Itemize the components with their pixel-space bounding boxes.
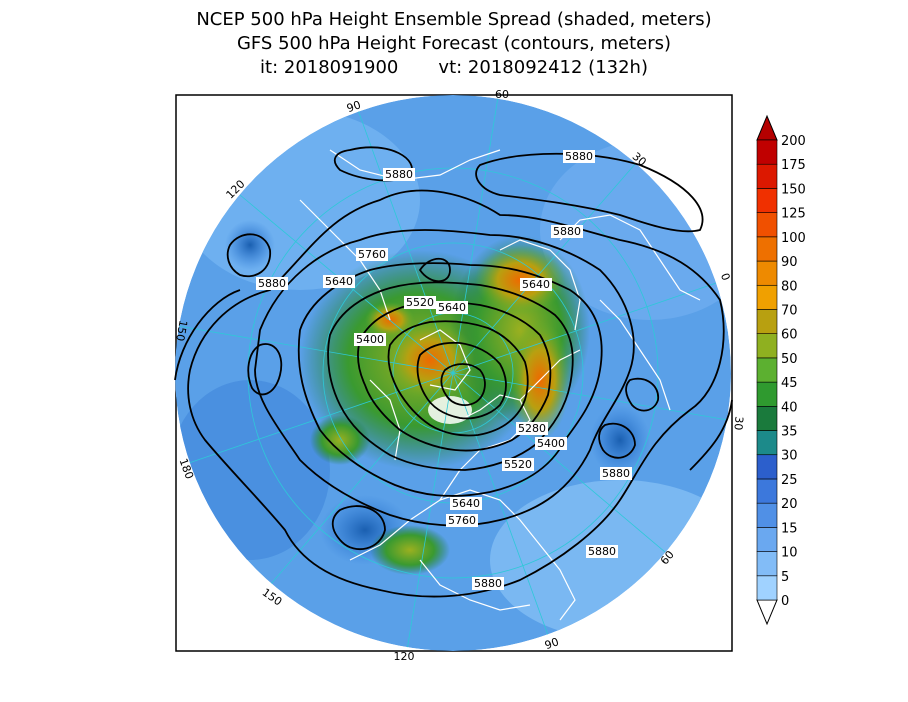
svg-text:5760: 5760 xyxy=(358,248,386,261)
colorbar-swatch xyxy=(756,260,778,286)
svg-text:5640: 5640 xyxy=(452,497,480,510)
contour-label: 5640 xyxy=(520,278,552,291)
lon-label: 90 xyxy=(543,635,561,652)
colorbar-level-label: 15 xyxy=(781,521,798,536)
colorbar-level-label: 45 xyxy=(781,376,798,391)
title-line-1: NCEP 500 hPa Height Ensemble Spread (sha… xyxy=(196,9,712,30)
svg-text:5880: 5880 xyxy=(588,545,616,558)
contour-label: 5640 xyxy=(450,497,482,510)
colorbar-level-label: 100 xyxy=(781,231,806,246)
colorbar-level-label: 175 xyxy=(781,158,806,173)
coastlines xyxy=(299,149,701,621)
lon-label: 30 xyxy=(731,416,745,431)
height-contours xyxy=(174,146,733,598)
svg-text:5880: 5880 xyxy=(258,277,286,290)
lon-label: 90 xyxy=(345,98,363,115)
colorbar-swatch xyxy=(756,454,778,480)
svg-text:5400: 5400 xyxy=(356,333,384,346)
lon-label: 150 xyxy=(173,319,189,342)
svg-text:5880: 5880 xyxy=(602,467,630,480)
contour-label: 5880 xyxy=(551,225,583,238)
colorbar-swatch xyxy=(756,430,778,456)
svg-text:5880: 5880 xyxy=(385,168,413,181)
colorbar-swatch xyxy=(756,575,778,601)
colorbar-swatch xyxy=(756,188,778,213)
contour-label: 5280 xyxy=(516,422,548,435)
colorbar-swatch xyxy=(756,357,778,383)
colorbar-level-label: 200 xyxy=(781,134,806,149)
colorbar-under-arrow xyxy=(756,599,778,626)
colorbar-swatch xyxy=(756,212,778,238)
svg-text:5880: 5880 xyxy=(553,225,581,238)
colorbar-over-arrow xyxy=(756,114,778,141)
colorbar-level-label: 125 xyxy=(781,207,806,222)
svg-text:5880: 5880 xyxy=(474,577,502,590)
svg-text:5640: 5640 xyxy=(325,275,353,288)
contour-label: 5880 xyxy=(256,277,288,290)
colorbar-level-label: 35 xyxy=(781,425,798,440)
colorbar-level-label: 25 xyxy=(781,473,798,488)
colorbar-swatch xyxy=(756,284,778,310)
contour-label: 5880 xyxy=(600,467,632,480)
title-line-3: it: 2018091900 vt: 2018092412 (132h) xyxy=(260,57,648,78)
colorbar-level-label: 20 xyxy=(781,497,798,512)
colorbar-level-label: 50 xyxy=(781,352,798,367)
svg-text:5520: 5520 xyxy=(504,458,532,471)
colorbar-level-label: 70 xyxy=(781,303,798,318)
contour-label: 5880 xyxy=(472,577,504,590)
colorbar-level-label: 150 xyxy=(781,182,806,197)
lon-label: 60 xyxy=(495,88,509,101)
colorbar-swatch xyxy=(756,502,778,528)
svg-text:5640: 5640 xyxy=(438,301,466,314)
svg-text:5880: 5880 xyxy=(565,150,593,163)
colorbar-swatch xyxy=(756,139,778,165)
colorbar-swatch xyxy=(756,163,778,189)
contour-label: 5400 xyxy=(535,437,567,450)
contour-label: 5400 xyxy=(354,333,386,346)
contour-labels: 5880 5880 5880 5880 5880 5880 5880 5760 … xyxy=(256,150,632,590)
colorbar-swatch xyxy=(756,236,778,262)
svg-text:5280: 5280 xyxy=(518,422,546,435)
colorbar-swatch xyxy=(756,333,778,359)
contour-label: 5640 xyxy=(436,301,468,314)
title-block: NCEP 500 hPa Height Ensemble Spread (sha… xyxy=(0,8,908,80)
colorbar-swatch xyxy=(756,406,778,431)
contour-label: 5640 xyxy=(323,275,355,288)
contour-label: 5880 xyxy=(563,150,595,163)
colorbar-swatch xyxy=(756,551,778,577)
contour-label: 5880 xyxy=(586,545,618,558)
colorbar-swatch xyxy=(756,478,778,504)
svg-text:5760: 5760 xyxy=(448,514,476,527)
svg-text:5400: 5400 xyxy=(537,437,565,450)
contour-label: 5520 xyxy=(404,296,436,309)
contour-label: 5880 xyxy=(383,168,415,181)
lon-label: 0 xyxy=(718,271,733,282)
svg-text:5520: 5520 xyxy=(406,296,434,309)
title-line-2: GFS 500 hPa Height Forecast (contours, m… xyxy=(236,33,672,54)
colorbar-level-label: 5 xyxy=(781,570,789,585)
colorbar-level-label: 90 xyxy=(781,255,798,270)
colorbar-level-label: 0 xyxy=(781,594,789,609)
contour-label: 5520 xyxy=(502,458,534,471)
colorbar-level-label: 10 xyxy=(781,546,798,561)
contour-label: 5760 xyxy=(446,514,478,527)
colorbar-level-label: 40 xyxy=(781,400,798,415)
lon-label: 120 xyxy=(394,650,415,663)
colorbar-level-label: 80 xyxy=(781,279,798,294)
colorbar-level-label: 30 xyxy=(781,449,798,464)
contour-label: 5760 xyxy=(356,248,388,261)
svg-text:5640: 5640 xyxy=(522,278,550,291)
colorbar-level-label: 60 xyxy=(781,328,798,343)
colorbar-swatch xyxy=(756,309,778,334)
colorbar-swatch xyxy=(756,381,778,407)
colorbar-swatch xyxy=(756,527,778,552)
colorbar: 0 5 10 15 20 25 30 35 40 45 50 60 70 80 90 100 125 150 175… xyxy=(756,114,806,626)
